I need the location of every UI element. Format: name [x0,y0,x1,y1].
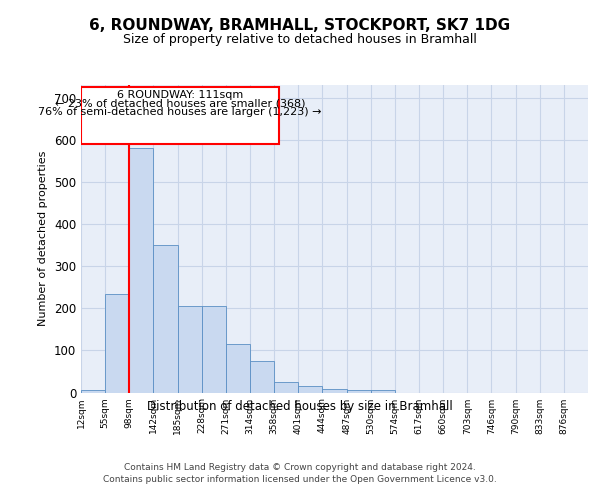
Bar [226,344,250,393]
Bar [250,361,274,392]
Bar [274,382,298,392]
Text: 6, ROUNDWAY, BRAMHALL, STOCKPORT, SK7 1DG: 6, ROUNDWAY, BRAMHALL, STOCKPORT, SK7 1D… [89,18,511,32]
Bar [347,390,371,392]
Bar [105,294,129,392]
Bar [129,148,154,392]
Bar [202,306,226,392]
Text: 76% of semi-detached houses are larger (1,223) →: 76% of semi-detached houses are larger (… [38,108,322,118]
Bar [322,389,347,392]
Bar [298,386,322,392]
Bar [81,390,105,392]
Text: 6 ROUNDWAY: 111sqm: 6 ROUNDWAY: 111sqm [117,90,243,101]
Bar [371,390,395,392]
Text: Contains public sector information licensed under the Open Government Licence v3: Contains public sector information licen… [103,475,497,484]
Text: ← 23% of detached houses are smaller (368): ← 23% of detached houses are smaller (36… [55,99,305,109]
FancyBboxPatch shape [81,87,279,144]
Y-axis label: Number of detached properties: Number of detached properties [38,151,49,326]
Text: Size of property relative to detached houses in Bramhall: Size of property relative to detached ho… [123,32,477,46]
Bar [154,245,178,392]
Bar [178,306,202,392]
Text: Contains HM Land Registry data © Crown copyright and database right 2024.: Contains HM Land Registry data © Crown c… [124,462,476,471]
Text: Distribution of detached houses by size in Bramhall: Distribution of detached houses by size … [147,400,453,413]
